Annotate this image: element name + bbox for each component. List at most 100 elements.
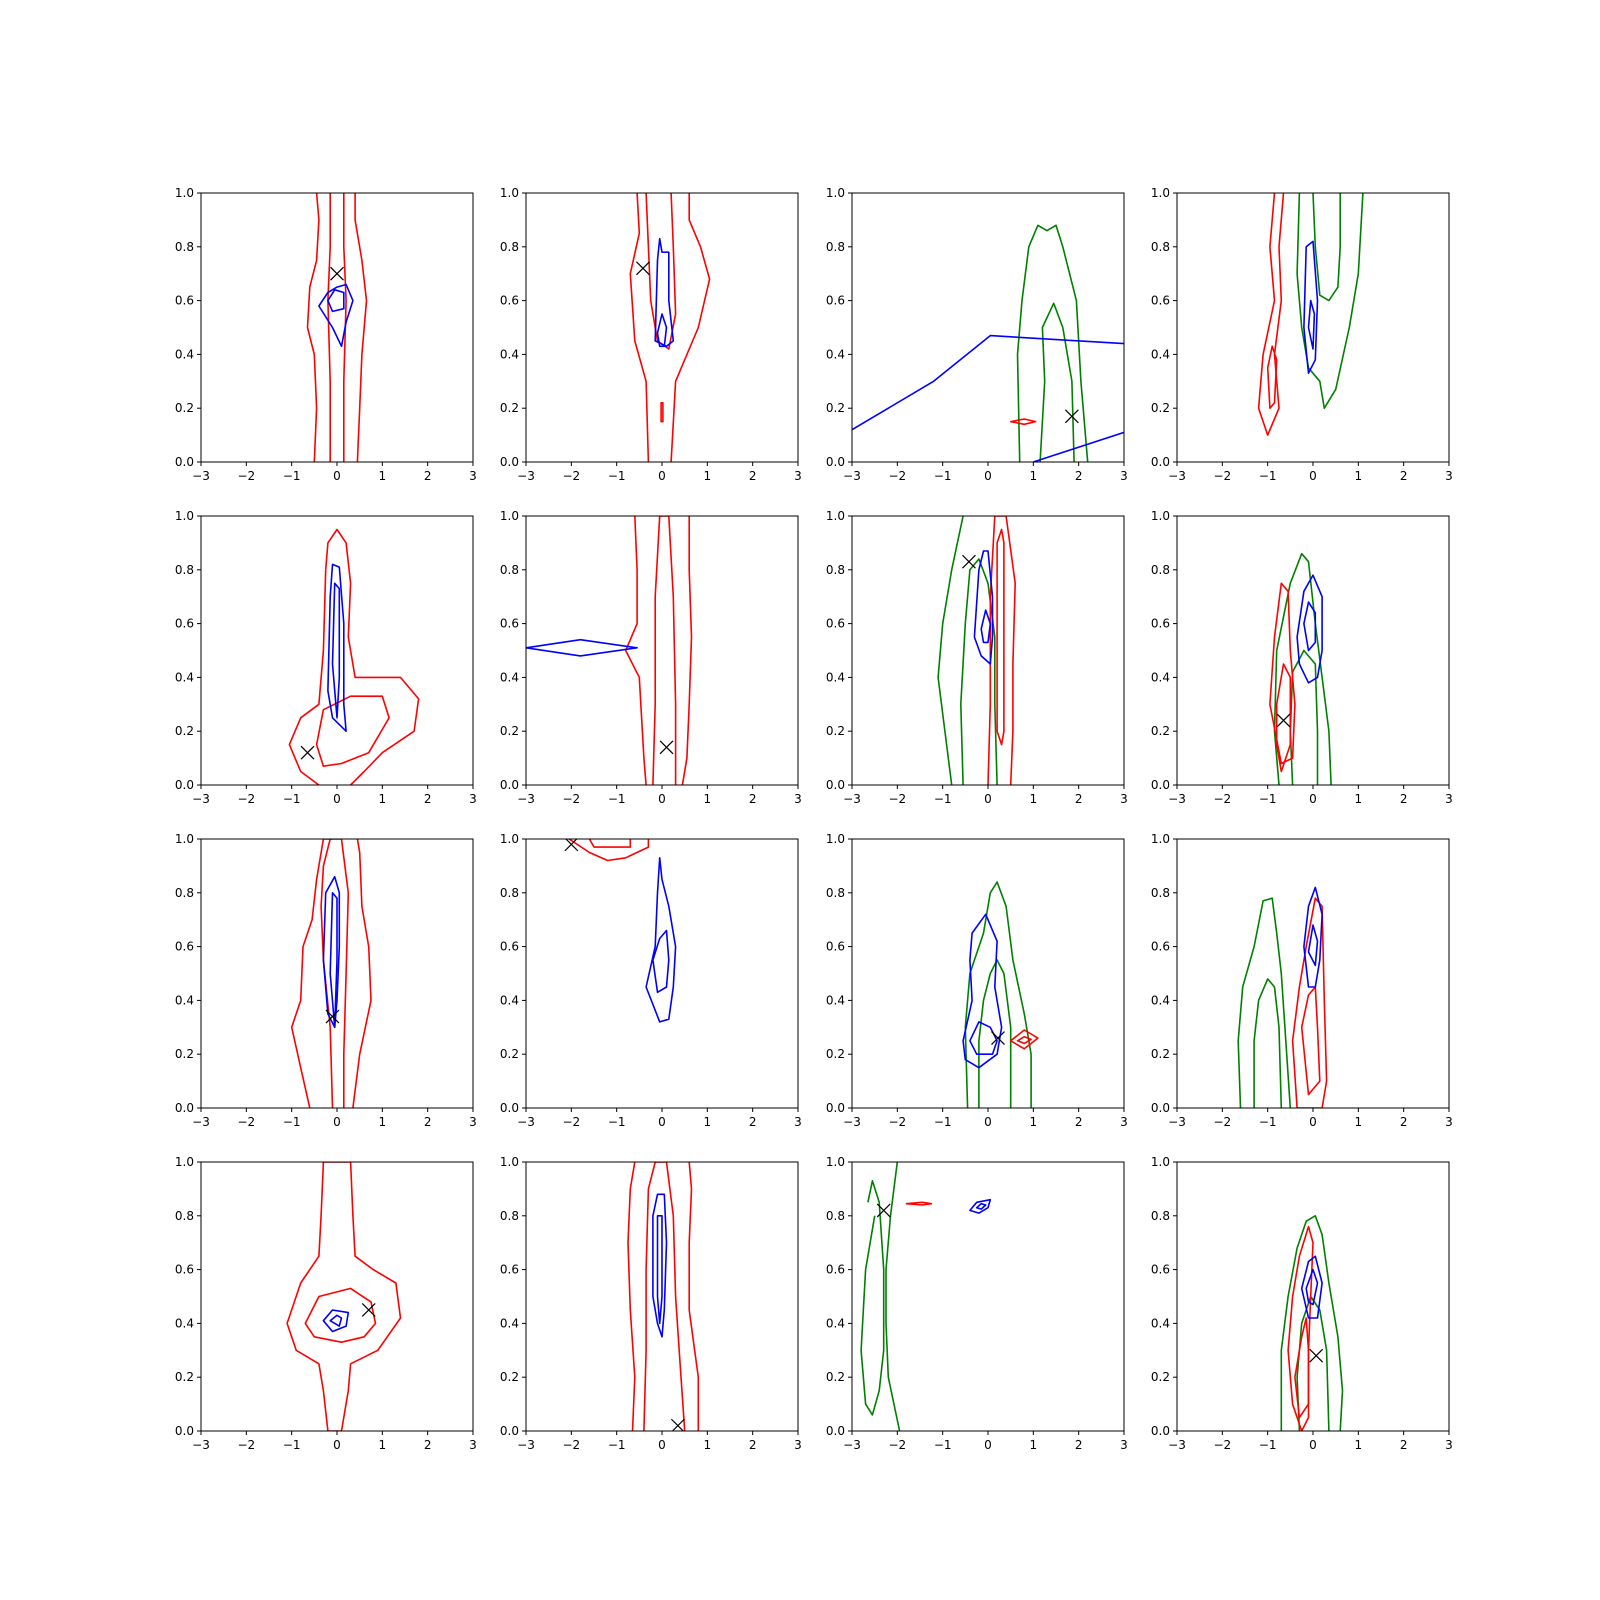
- contour-red-3: [1294, 1317, 1310, 1419]
- x-tick-label: 3: [469, 792, 477, 806]
- y-tick-label: 0.2: [500, 1047, 519, 1061]
- x-tick-label: 2: [424, 792, 432, 806]
- x-marker: [564, 839, 579, 852]
- subplot-2-1: −3 −2 −1 0 1 2 3 0.0 0.2 0.4 0.6 0.8 1.0: [500, 832, 802, 1129]
- contour-red-0: [627, 1162, 636, 1431]
- x-tick-label: 3: [1445, 469, 1453, 483]
- x-tick-label: 1: [1355, 1438, 1363, 1452]
- y-tick-label: 0.6: [500, 617, 519, 631]
- y-tick-label: 1.0: [1151, 509, 1170, 523]
- y-tick-label: 0.8: [1151, 563, 1170, 577]
- y-tick-label: 0.8: [500, 886, 519, 900]
- x-tick-label: 1: [1355, 1115, 1363, 1129]
- axes-frame: [1176, 515, 1450, 786]
- y-tick-label: 0.2: [500, 1370, 519, 1384]
- y-tick-label: 0.4: [826, 993, 845, 1007]
- x-marker: [670, 1418, 685, 1431]
- contour-blue-4: [975, 1202, 987, 1210]
- subplot-2-3: −3 −2 −1 0 1 2 3 0.0 0.2 0.4 0.6 0.8 1.0: [1151, 832, 1453, 1129]
- contour-green-3: [1312, 193, 1341, 302]
- contour-red-3: [1300, 986, 1321, 1096]
- y-tick-label: 1.0: [1151, 1155, 1170, 1169]
- x-tick-label: 1: [704, 469, 712, 483]
- y-tick-label: 1.0: [1151, 186, 1170, 200]
- contour-blue-4: [656, 1215, 663, 1325]
- x-tick-label: 1: [379, 1438, 387, 1452]
- x-tick-label: −2: [562, 1115, 580, 1129]
- x-tick-label: −3: [1168, 469, 1186, 483]
- x-tick-label: 2: [1075, 792, 1083, 806]
- y-tick-label: 0.4: [1151, 347, 1170, 361]
- x-tick-label: −1: [608, 1438, 626, 1452]
- x-tick-label: 2: [749, 792, 757, 806]
- x-tick-label: 0: [984, 792, 992, 806]
- x-tick-label: 3: [794, 1438, 802, 1452]
- x-marker: [1309, 1348, 1324, 1363]
- y-tick-label: 0.2: [1151, 1370, 1170, 1384]
- axes-frame: [200, 515, 474, 786]
- x-tick-label: 3: [1120, 792, 1128, 806]
- x-tick-label: −3: [843, 1438, 861, 1452]
- x-tick-label: 3: [1445, 792, 1453, 806]
- contour-red-0: [1257, 193, 1285, 436]
- x-tick-label: 1: [379, 792, 387, 806]
- y-tick-label: 0.0: [826, 778, 845, 792]
- y-tick-label: 0.6: [826, 294, 845, 308]
- x-tick-label: 3: [1445, 1115, 1453, 1129]
- contour-blue-4: [654, 237, 675, 348]
- contour-red-2: [1291, 897, 1328, 1108]
- x-tick-label: 0: [1309, 1438, 1317, 1452]
- x-tick-label: −3: [517, 792, 535, 806]
- y-tick-label: 0.0: [826, 455, 845, 469]
- x-tick-label: −1: [283, 469, 301, 483]
- contour-blue-2: [645, 856, 677, 1023]
- subplot-3-2: −3 −2 −1 0 1 2 3 0.0 0.2 0.4 0.6 0.8 1.0: [826, 1155, 1128, 1452]
- x-tick-label: 2: [1075, 469, 1083, 483]
- contour-red-4: [1009, 418, 1037, 426]
- y-tick-label: 0.4: [1151, 670, 1170, 684]
- y-tick-label: 1.0: [500, 186, 519, 200]
- y-tick-label: 0.6: [500, 940, 519, 954]
- x-tick-label: 0: [333, 792, 341, 806]
- contour-blue-4: [318, 283, 354, 348]
- contour-red-1: [670, 193, 711, 462]
- x-tick-label: −1: [1259, 1115, 1277, 1129]
- contour-group: [1269, 552, 1332, 785]
- y-tick-label: 1.0: [500, 509, 519, 523]
- x-tick-label: −2: [237, 792, 255, 806]
- x-tick-label: 3: [469, 1438, 477, 1452]
- contour-red-0: [629, 193, 650, 462]
- contour-blue-4: [973, 550, 994, 665]
- contour-red-1: [588, 839, 632, 848]
- axes-frame: [1176, 838, 1450, 1109]
- x-tick-label: 0: [1309, 1115, 1317, 1129]
- x-tick-label: −2: [1213, 469, 1231, 483]
- x-marker: [325, 1009, 340, 1024]
- contour-blue-3: [526, 638, 638, 657]
- axes-frame: [1176, 192, 1450, 463]
- y-tick-label: 0.0: [826, 1424, 845, 1438]
- x-tick-label: −3: [517, 1438, 535, 1452]
- y-tick-label: 0.4: [175, 993, 194, 1007]
- axes-frame: [525, 515, 799, 786]
- contour-green-1: [959, 558, 998, 785]
- axes-frame: [1176, 1161, 1450, 1432]
- x-tick-label: 0: [658, 792, 666, 806]
- x-tick-label: 3: [794, 1115, 802, 1129]
- contour-green-0: [964, 881, 1032, 1108]
- contour-green-0: [1280, 1215, 1344, 1431]
- contour-blue-3: [969, 1198, 992, 1214]
- subplot-1-3: −3 −2 −1 0 1 2 3 0.0 0.2 0.4 0.6 0.8 1.0: [1151, 509, 1453, 806]
- contour-group: [1280, 1215, 1344, 1431]
- contour-blue-3: [652, 1193, 668, 1338]
- x-tick-label: 2: [1075, 1438, 1083, 1452]
- x-tick-label: −2: [237, 1438, 255, 1452]
- contour-green-1: [1253, 978, 1283, 1108]
- x-tick-label: 3: [1120, 1438, 1128, 1452]
- y-tick-label: 1.0: [175, 1155, 194, 1169]
- contour-blue-4: [1300, 1255, 1323, 1319]
- y-tick-label: 1.0: [826, 509, 845, 523]
- contour-blue-3: [1033, 431, 1124, 462]
- subplot-3-0: −3 −2 −1 0 1 2 3 0.0 0.2 0.4 0.6 0.8 1.0: [175, 1155, 477, 1452]
- subplot-1-0: −3 −2 −1 0 1 2 3 0.0 0.2 0.4 0.6 0.8 1.0: [175, 509, 477, 806]
